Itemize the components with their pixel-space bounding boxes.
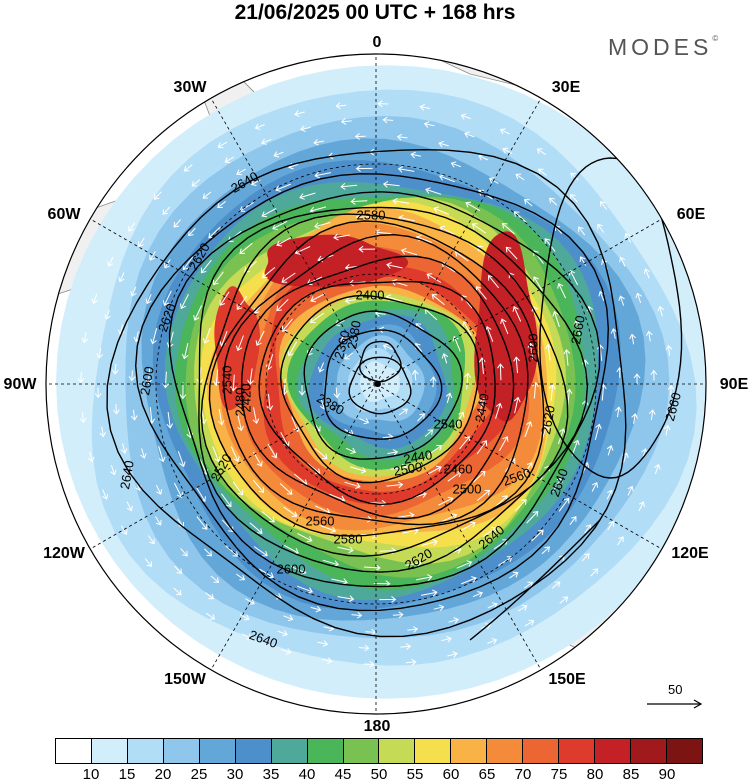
lon-label-0: 0 xyxy=(373,34,382,52)
colorbar-swatch xyxy=(199,738,235,764)
lon-label-30e: 30E xyxy=(552,79,580,97)
colorbar-swatch xyxy=(163,738,199,764)
lon-label-60w: 60W xyxy=(48,206,81,224)
colorbar-tick-label: 35 xyxy=(263,766,280,783)
colorbar-tick-label: 15 xyxy=(119,766,136,783)
colorbar-swatch xyxy=(343,738,379,764)
colorbar-tick-label: 55 xyxy=(407,766,424,783)
colorbar-swatch xyxy=(450,738,486,764)
reference-vector-arrow xyxy=(646,698,704,710)
colorbar-swatch xyxy=(486,738,522,764)
colorbar-tick-label: 65 xyxy=(479,766,496,783)
colorbar-tick-label: 90 xyxy=(659,766,676,783)
colorbar-swatch xyxy=(91,738,127,764)
colorbar-tick-label: 80 xyxy=(587,766,604,783)
reference-vector-label: 50 xyxy=(668,682,682,697)
colorbar xyxy=(55,738,703,764)
lon-label-60e: 60E xyxy=(677,206,705,224)
colorbar-swatch xyxy=(666,738,703,764)
lon-label-150e: 150E xyxy=(548,671,585,689)
colorbar-swatch xyxy=(630,738,666,764)
colorbar-swatch xyxy=(414,738,450,764)
colorbar-ticks: 10 15 20 25 30 35 40 45 50 55 60 65 70 75 80 85 90 xyxy=(55,766,703,782)
colorbar-swatch xyxy=(378,738,414,764)
colorbar-tick-label: 30 xyxy=(227,766,244,783)
colorbar-tick-label: 20 xyxy=(155,766,172,783)
colorbar-swatch xyxy=(307,738,343,764)
colorbar-tick-label: 40 xyxy=(299,766,316,783)
contour-label: 2600 xyxy=(277,561,306,576)
contour-label: 2500 xyxy=(453,481,482,496)
lon-label-120w: 120W xyxy=(43,545,85,563)
colorbar-tick-label: 60 xyxy=(443,766,460,783)
lon-label-90e: 90E xyxy=(720,376,748,394)
lon-label-180: 180 xyxy=(364,718,391,736)
colorbar-tick-label: 70 xyxy=(515,766,532,783)
contour-label: 2540 xyxy=(434,416,463,431)
contour-label: 2480 xyxy=(232,388,247,417)
lon-label-30w: 30W xyxy=(174,79,207,97)
colorbar-swatch xyxy=(271,738,307,764)
lon-label-150w: 150W xyxy=(164,671,206,689)
colorbar-tick-label: 25 xyxy=(191,766,208,783)
contour-label: 2560 xyxy=(306,513,335,528)
lon-label-120e: 120E xyxy=(671,545,708,563)
lon-label-90w: 90W xyxy=(4,376,37,394)
colorbar-swatch xyxy=(522,738,558,764)
colorbar-tick-label: 45 xyxy=(335,766,352,783)
colorbar-swatch xyxy=(558,738,594,764)
contour-label: 2400 xyxy=(356,287,385,302)
colorbar-tick-label: 75 xyxy=(551,766,568,783)
contour-label: 2580 xyxy=(334,531,363,546)
wind-speed-shading xyxy=(56,65,716,699)
colorbar-swatch xyxy=(55,738,91,764)
colorbar-tick-label: 10 xyxy=(83,766,100,783)
colorbar-swatch xyxy=(235,738,271,764)
contour-label: 2460 xyxy=(444,461,473,476)
colorbar-swatch xyxy=(594,738,630,764)
contour-label: 2580 xyxy=(357,207,386,222)
contour-label: 2540 xyxy=(219,366,234,395)
colorbar-swatch xyxy=(127,738,163,764)
colorbar-tick-label: 85 xyxy=(623,766,640,783)
colorbar-tick-label: 50 xyxy=(371,766,388,783)
contour-label: 2600 xyxy=(525,334,540,363)
